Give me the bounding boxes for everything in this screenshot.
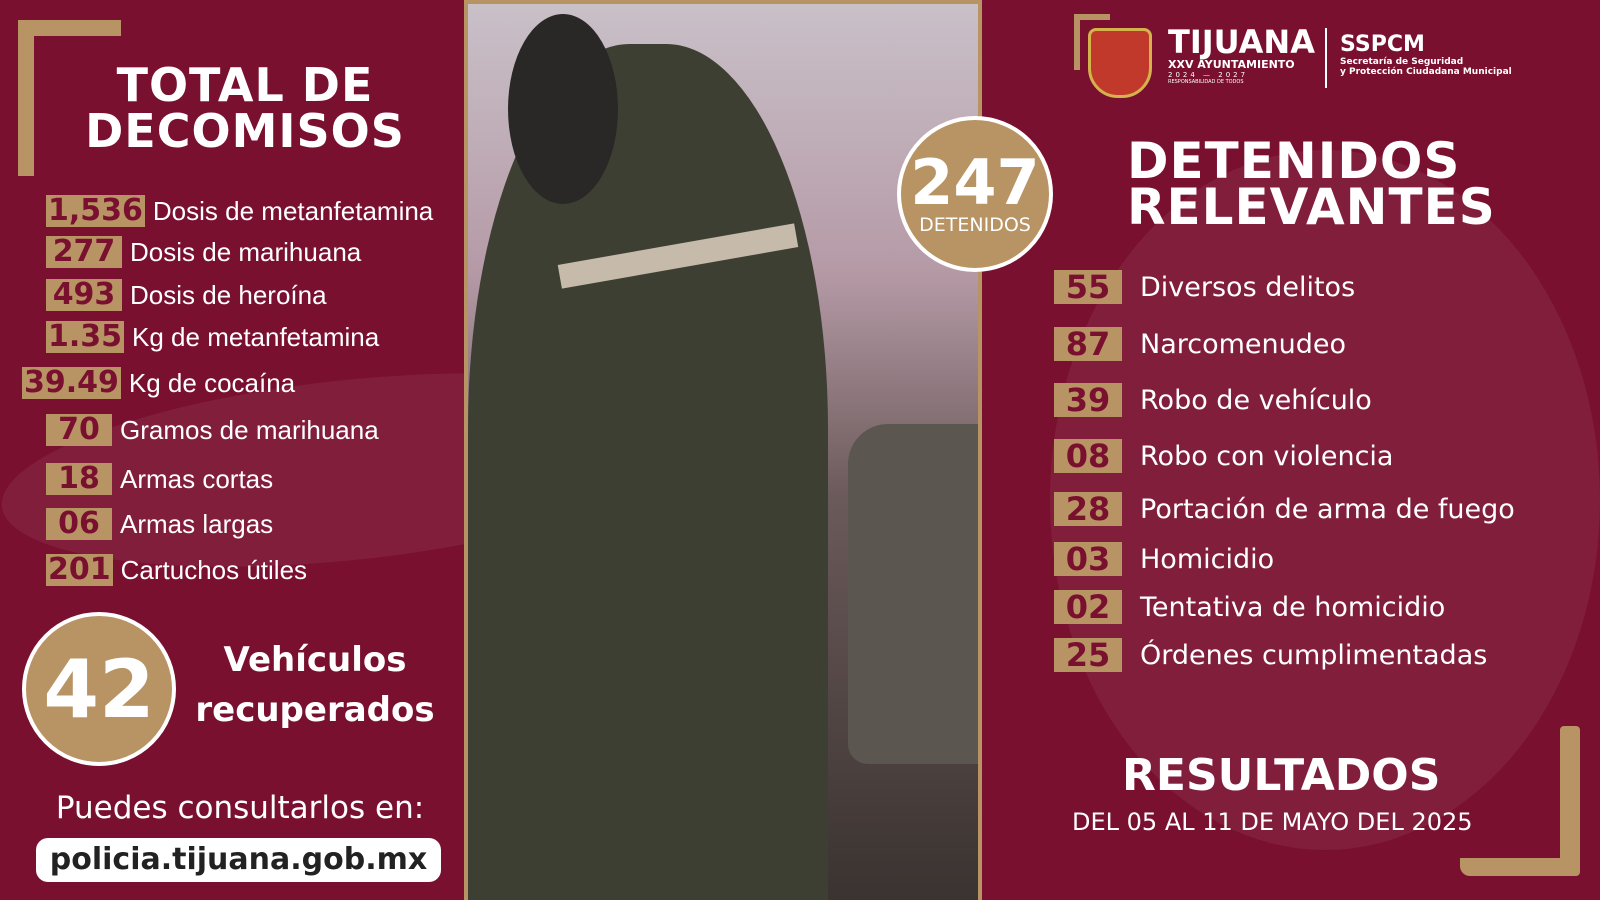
seizures-title: TOTAL DE DECOMISOS bbox=[85, 58, 405, 158]
officer-silhouette bbox=[468, 44, 828, 900]
detained-label: Narcomenudeo bbox=[1140, 328, 1347, 360]
detained-value: 02 bbox=[1054, 590, 1122, 624]
seizure-value: 39.49 bbox=[22, 365, 121, 400]
detained-value: 08 bbox=[1054, 439, 1122, 473]
seizures-panel: TOTAL DE DECOMISOS 1,536 Dosis de metanfet… bbox=[0, 0, 464, 900]
seizure-item: 493 Dosis de heroína bbox=[46, 279, 327, 311]
seizure-value: 70 bbox=[46, 414, 112, 446]
detained-item: 08 Robo con violencia bbox=[1054, 439, 1393, 473]
gold-column-ornament bbox=[1560, 726, 1580, 876]
detained-value: 87 bbox=[1054, 327, 1122, 361]
detained-value: 25 bbox=[1054, 638, 1122, 672]
seizure-label: Kg de metanfetamina bbox=[132, 321, 380, 352]
gold-corner-bracket bbox=[18, 20, 121, 176]
seizure-value: 277 bbox=[46, 236, 122, 268]
seizure-label: Dosis de marihuana bbox=[130, 236, 362, 267]
detained-item: 02 Tentativa de homicidio bbox=[1054, 590, 1445, 624]
seizure-item: 39.49 Kg de cocaína bbox=[22, 367, 295, 399]
detained-label: Robo con violencia bbox=[1140, 440, 1394, 472]
detained-item: 28 Portación de arma de fuego bbox=[1054, 492, 1515, 526]
divider bbox=[1325, 28, 1327, 88]
seizure-label: Kg de cocaína bbox=[128, 367, 296, 398]
results-title: RESULTADOS bbox=[1122, 750, 1441, 801]
gold-corner-bracket bbox=[1074, 14, 1110, 70]
website-link[interactable]: policia.tijuana.gob.mx bbox=[36, 838, 441, 882]
seizure-value: 201 bbox=[46, 552, 113, 587]
detained-label: Portación de arma de fuego bbox=[1140, 493, 1515, 525]
detained-value: 39 bbox=[1054, 383, 1122, 417]
seizure-item: 201 Cartuchos útiles bbox=[46, 554, 307, 586]
police-officer-photo bbox=[464, 0, 982, 900]
gold-serpent-ornament bbox=[1460, 858, 1580, 876]
officer-head bbox=[508, 14, 618, 204]
detained-item: 25 Órdenes cumplimentadas bbox=[1054, 638, 1487, 672]
seizure-item: 18 Armas cortas bbox=[46, 463, 273, 495]
date-range: DEL 05 AL 11 DE MAYO DEL 2025 bbox=[1072, 808, 1473, 836]
seizure-label: Dosis de heroína bbox=[130, 279, 327, 310]
detained-title: DETENIDOS RELEVANTES bbox=[1127, 132, 1496, 236]
detained-item: 39 Robo de vehículo bbox=[1054, 383, 1372, 417]
seizure-item: 06 Armas largas bbox=[46, 508, 273, 540]
tijuana-coat-of-arms-logo bbox=[1088, 28, 1152, 98]
detained-total-badge: 247 DETENIDOS bbox=[897, 116, 1053, 272]
detained-label: Órdenes cumplimentadas bbox=[1140, 639, 1488, 671]
seizure-item: 1,536 Dosis de metanfetamina bbox=[46, 195, 433, 227]
seizure-label: Armas cortas bbox=[120, 463, 274, 494]
seizure-label: Armas largas bbox=[120, 508, 274, 539]
tijuana-logo-text: TIJUANA XXV AYUNTAMIENTO 2024 — 2027 RES… bbox=[1168, 23, 1315, 85]
vehicles-count-badge: 42 bbox=[22, 612, 176, 766]
detained-item: 87 Narcomenudeo bbox=[1054, 327, 1346, 361]
detained-item: 55 Diversos delitos bbox=[1054, 270, 1355, 304]
seizure-item: 277 Dosis de marihuana bbox=[46, 236, 361, 268]
seizure-value: 1.35 bbox=[46, 319, 125, 354]
vehicles-label: Vehículos recuperados bbox=[195, 640, 435, 730]
detained-value: 03 bbox=[1054, 542, 1122, 576]
detained-label: Homicidio bbox=[1140, 543, 1275, 575]
seizure-value: 18 bbox=[46, 463, 112, 495]
seizure-item: 70 Gramos de marihuana bbox=[46, 414, 379, 446]
background-swoosh bbox=[1050, 150, 1600, 850]
detained-label: Robo de vehículo bbox=[1140, 384, 1372, 416]
seizure-value: 493 bbox=[46, 279, 122, 311]
seizure-label: Dosis de metanfetamina bbox=[152, 195, 434, 226]
seizure-label: Gramos de marihuana bbox=[120, 414, 379, 445]
detained-value: 55 bbox=[1054, 270, 1122, 304]
detained-value: 28 bbox=[1054, 492, 1122, 526]
seizure-value: 1,536 bbox=[46, 193, 145, 228]
seizure-item: 1.35 Kg de metanfetamina bbox=[46, 321, 379, 353]
detained-panel: TIJUANA XXV AYUNTAMIENTO 2024 — 2027 RES… bbox=[982, 0, 1600, 900]
sspcm-logo-text: SSPCM Secretaría de Seguridad y Protecci… bbox=[1340, 32, 1512, 77]
seizure-value: 06 bbox=[46, 508, 112, 540]
seizure-label: Cartuchos útiles bbox=[120, 554, 308, 585]
detained-item: 03 Homicidio bbox=[1054, 542, 1274, 576]
detained-label: Tentativa de homicidio bbox=[1140, 591, 1446, 623]
car bbox=[848, 424, 978, 764]
detained-label: Diversos delitos bbox=[1140, 271, 1356, 303]
consult-text: Puedes consultarlos en: bbox=[55, 790, 425, 826]
